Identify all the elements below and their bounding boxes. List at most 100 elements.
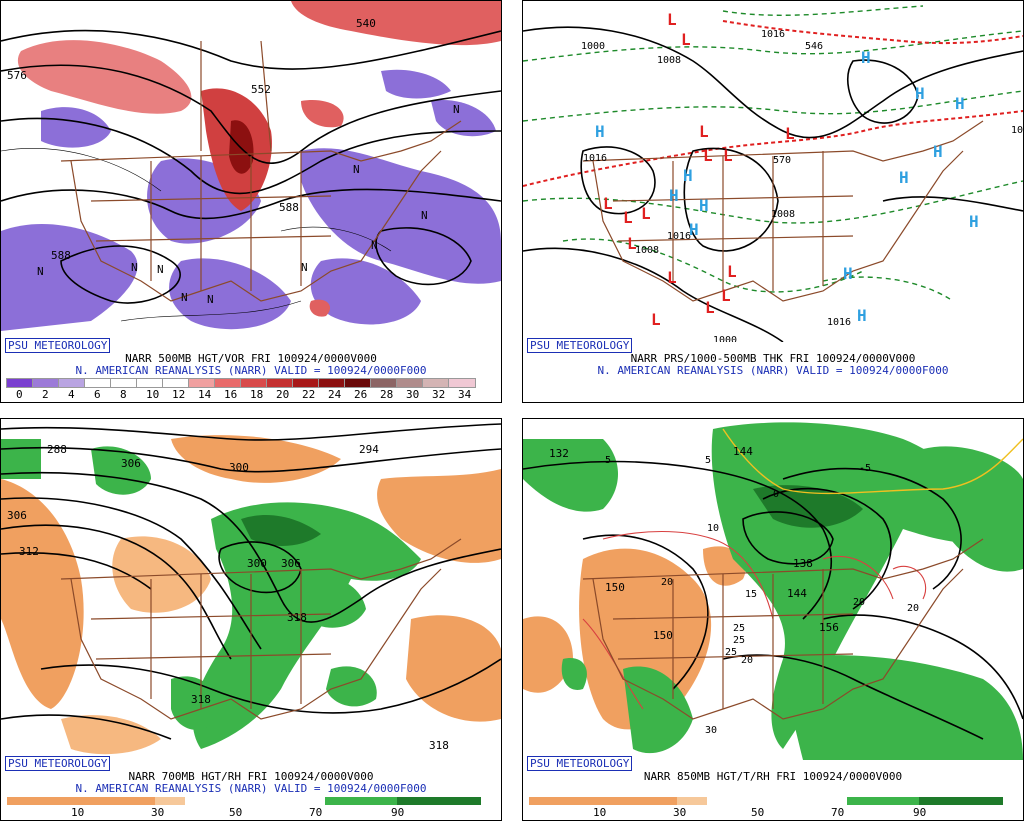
low-pressure-marker: L	[623, 208, 633, 227]
high-pressure-marker: H	[699, 196, 709, 215]
isobar-label: 1016	[667, 231, 691, 242]
height-label: 288	[47, 443, 67, 456]
temperature-label: 20	[661, 577, 673, 588]
height-label: 552	[251, 83, 271, 96]
height-label: 150	[605, 581, 625, 594]
low-pressure-marker: L	[651, 310, 661, 329]
temperature-label: -5	[859, 463, 871, 474]
min-marker: N	[157, 263, 164, 276]
high-pressure-marker: H	[861, 48, 871, 67]
temperature-label: 25	[733, 623, 745, 634]
colorbar-tick: 26	[354, 388, 368, 401]
temperature-label: 10	[707, 523, 719, 534]
caption-valid: N. AMERICAN REANALYSIS (NARR) VALID = 10…	[75, 782, 427, 795]
colorbar-tick: 18	[250, 388, 264, 401]
colorbar-vorticity	[6, 378, 476, 388]
high-pressure-marker: H	[857, 306, 867, 325]
low-pressure-marker: L	[703, 146, 713, 165]
temperature-label: 5	[605, 455, 611, 466]
low-pressure-marker: L	[627, 234, 637, 253]
low-pressure-marker: L	[785, 124, 795, 143]
low-pressure-marker: L	[667, 10, 677, 29]
colorbar-swatch	[266, 378, 294, 388]
psu-meteorology-badge: PSU METEOROLOGY	[527, 338, 633, 353]
min-marker: N	[371, 239, 378, 252]
height-label: 318	[287, 611, 307, 624]
min-marker: N	[421, 209, 428, 222]
height-label: 300	[247, 557, 267, 570]
low-pressure-marker: L	[641, 204, 651, 223]
colorbar-tick: 22	[302, 388, 316, 401]
isobar-label: 1016	[761, 29, 785, 40]
colorbar-tick: 24	[328, 388, 342, 401]
temperature-label: 0	[773, 489, 779, 500]
colorbar-tick: 50	[229, 806, 243, 819]
low-pressure-marker: L	[667, 268, 677, 287]
isobar-label: 1008	[771, 209, 795, 220]
height-label: 300	[229, 461, 249, 474]
height-label: 294	[359, 443, 379, 456]
high-pressure-marker: H	[969, 212, 979, 231]
min-marker: N	[453, 103, 460, 116]
colorbar-tick: 20	[276, 388, 290, 401]
colorbar-tick: 32	[432, 388, 446, 401]
min-marker: N	[37, 265, 44, 278]
height-label: 588	[279, 201, 299, 214]
colorbar-tick: 14	[198, 388, 212, 401]
colorbar-tick: 12	[172, 388, 186, 401]
low-pressure-marker: L	[681, 30, 691, 49]
isobar-label: 1008	[635, 245, 659, 256]
high-pressure-marker: H	[843, 264, 853, 283]
colorbar-swatch	[240, 378, 268, 388]
colorbar-swatch	[136, 378, 164, 388]
colorbar-swatch	[448, 378, 476, 388]
height-label: 588	[51, 249, 71, 262]
height-label: 318	[429, 739, 449, 752]
isobar-label: 1016	[583, 153, 607, 164]
high-pressure-marker: H	[899, 168, 909, 187]
height-label: 306	[281, 557, 301, 570]
map-850mb: 132 138 144 150 150 156 144 5 5 -5 0 10 …	[523, 419, 1023, 760]
colorbar-tick: 50	[751, 806, 765, 819]
min-marker: N	[301, 261, 308, 274]
height-label: 138	[793, 557, 813, 570]
colorbar-swatch	[396, 378, 424, 388]
colorbar-tick: 10	[146, 388, 160, 401]
colorbar-tick: 10	[71, 806, 85, 819]
min-marker: N	[181, 291, 188, 304]
height-label: 144	[733, 445, 753, 458]
colorbar-tick: 4	[68, 388, 75, 401]
colorbar-tick: 8	[120, 388, 127, 401]
colorbar-tick: 34	[458, 388, 472, 401]
high-pressure-marker: H	[669, 186, 679, 205]
map-700mb: 288 294 300 306 312 306 300 306 318 318 …	[1, 419, 501, 760]
min-marker: N	[353, 163, 360, 176]
low-pressure-marker: L	[705, 298, 715, 317]
colorbar-swatch	[422, 378, 450, 388]
colorbar-tick: 30	[151, 806, 165, 819]
high-pressure-marker: H	[915, 84, 925, 103]
isobar-label: 1016	[827, 317, 851, 328]
isobar-label: 1000	[713, 335, 737, 342]
height-label: 144	[787, 587, 807, 600]
colorbar-tick: 30	[673, 806, 687, 819]
height-label: 576	[7, 69, 27, 82]
colorbar-swatch	[110, 378, 138, 388]
psu-meteorology-badge: PSU METEOROLOGY	[5, 338, 111, 353]
high-pressure-marker: H	[933, 142, 943, 161]
caption-valid: N. AMERICAN REANALYSIS (NARR) VALID = 10…	[75, 364, 427, 377]
colorbar-swatch	[162, 378, 190, 388]
panel-700mb: 288 294 300 306 312 306 300 306 318 318 …	[0, 418, 502, 821]
colorbar-swatch	[32, 378, 60, 388]
panel-surface-pressure: H H H H H H H H H H H H H L L L L L L	[522, 0, 1024, 403]
min-marker: N	[131, 261, 138, 274]
height-label: 306	[121, 457, 141, 470]
map-surface-pressure: H H H H H H H H H H H H H L L L L L L	[523, 1, 1023, 342]
height-label: 132	[549, 447, 569, 460]
height-label: 150	[653, 629, 673, 642]
colorbar-swatch	[188, 378, 216, 388]
high-pressure-marker: H	[689, 220, 699, 239]
colorbar-swatch	[292, 378, 320, 388]
low-pressure-marker: L	[723, 146, 733, 165]
thickness-label: 546	[805, 41, 823, 52]
